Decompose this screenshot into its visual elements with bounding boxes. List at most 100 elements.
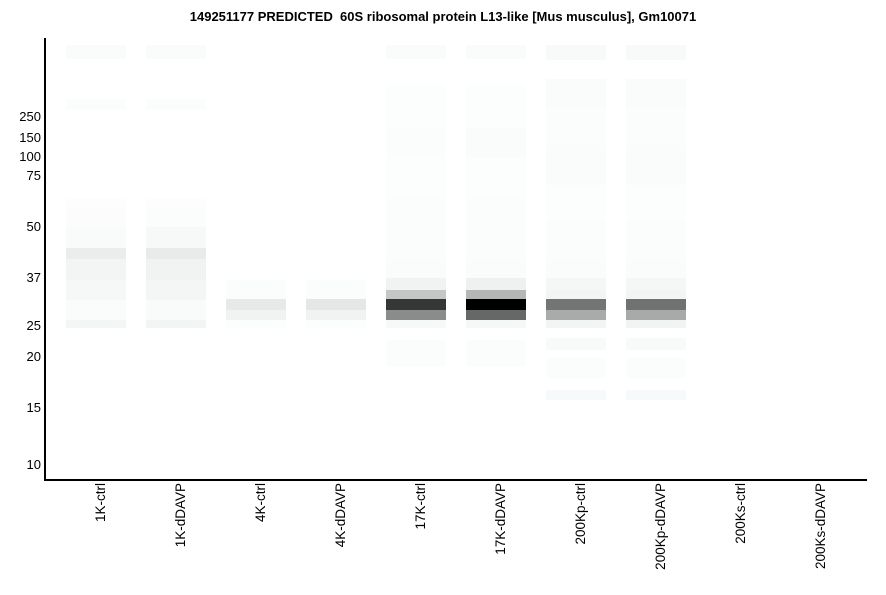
x-axis-line	[44, 479, 867, 481]
gel-band	[386, 290, 446, 299]
gel-band	[386, 258, 446, 278]
gel-band	[626, 299, 686, 310]
gel-band	[66, 198, 126, 207]
gel-band	[466, 290, 526, 299]
gel-band	[546, 278, 606, 290]
y-tick-label: 15	[26, 400, 41, 415]
x-axis-label-200Ks-ctrl: 200Ks-ctrl	[732, 483, 748, 544]
gel-band	[466, 45, 526, 59]
gel-band	[626, 185, 686, 220]
gel-band	[466, 128, 526, 158]
figure-title: 149251177 PREDICTED 60S ribosomal protei…	[189, 9, 697, 24]
gel-band	[546, 320, 606, 328]
y-tick-label: 10	[26, 457, 41, 472]
gel-band	[626, 220, 686, 258]
gel-band	[546, 45, 606, 60]
gel-band	[466, 158, 526, 198]
gel-band	[466, 85, 526, 128]
gel-band	[146, 259, 206, 280]
gel-band	[146, 320, 206, 328]
lane-17K-ctrl	[386, 0, 446, 595]
gel-band	[226, 299, 286, 310]
gel-band	[146, 248, 206, 259]
gel-band	[546, 390, 606, 400]
gel-band	[626, 278, 686, 290]
gel-band	[146, 207, 206, 227]
gel-band	[546, 258, 606, 278]
gel-band	[386, 45, 446, 59]
x-axis-label-200Kp-dDAVP: 200Kp-dDAVP	[652, 483, 668, 570]
gel-band	[66, 227, 126, 248]
gel-band	[546, 290, 606, 299]
y-tick-label: 100	[19, 149, 41, 164]
gel-band	[386, 310, 446, 320]
gel-band	[386, 278, 446, 290]
lane-200Kp-dDAVP	[626, 0, 686, 595]
gel-band	[146, 45, 206, 59]
y-tick-label: 250	[19, 109, 41, 124]
gel-band	[626, 338, 686, 350]
gel-band	[466, 340, 526, 367]
x-axis-label-4K-dDAVP: 4K-dDAVP	[332, 483, 348, 548]
gel-band	[386, 320, 446, 328]
gel-band	[546, 145, 606, 185]
y-tick-label: 50	[26, 219, 41, 234]
gel-band	[66, 320, 126, 328]
gel-band	[546, 79, 606, 109]
x-axis-label-200Kp-ctrl: 200Kp-ctrl	[572, 483, 588, 545]
gel-band	[386, 158, 446, 198]
gel-band	[466, 198, 526, 258]
y-tick-label: 150	[19, 130, 41, 145]
gel-band	[146, 280, 206, 300]
gel-band	[66, 259, 126, 280]
gel-band	[626, 310, 686, 320]
gel-band	[146, 300, 206, 320]
gel-band	[146, 227, 206, 248]
x-axis-label-1K-ctrl: 1K-ctrl	[92, 483, 108, 523]
lane-4K-ctrl	[226, 0, 286, 595]
lane-1K-ctrl	[66, 0, 126, 595]
gel-band	[626, 79, 686, 109]
gel-band	[626, 390, 686, 400]
y-tick-label: 37	[26, 270, 41, 285]
gel-band	[466, 278, 526, 290]
lane-200Kp-ctrl	[546, 0, 606, 595]
x-axis-label-200Ks-dDAVP: 200Ks-dDAVP	[812, 483, 828, 570]
gel-band	[466, 320, 526, 328]
gel-band	[626, 320, 686, 328]
gel-band	[386, 85, 446, 128]
gel-band	[466, 258, 526, 278]
x-axis-label-17K-dDAVP: 17K-dDAVP	[492, 483, 508, 555]
y-tick-label: 75	[26, 168, 41, 183]
gel-band	[546, 310, 606, 320]
gel-band	[546, 358, 606, 378]
gel-band	[626, 145, 686, 185]
gel-band	[66, 280, 126, 300]
gel-band	[546, 338, 606, 350]
gel-band	[546, 185, 606, 220]
gel-band	[226, 320, 286, 328]
gel-band	[306, 320, 366, 328]
gel-band	[146, 198, 206, 207]
lane-17K-dDAVP	[466, 0, 526, 595]
gel-band	[626, 290, 686, 299]
gel-band	[66, 300, 126, 320]
gel-band	[306, 299, 366, 310]
gel-band	[626, 109, 686, 145]
y-tick-label: 20	[26, 349, 41, 364]
gel-band	[226, 280, 286, 299]
gel-band	[66, 207, 126, 227]
x-axis-label-1K-dDAVP: 1K-dDAVP	[172, 483, 188, 548]
gel-band	[546, 109, 606, 145]
gel-band	[386, 198, 446, 258]
gel-band	[546, 299, 606, 310]
gel-band	[146, 99, 206, 110]
gel-band	[66, 99, 126, 110]
y-axis-line	[44, 38, 46, 481]
x-axis-label-17K-ctrl: 17K-ctrl	[412, 483, 428, 530]
gel-band	[386, 340, 446, 367]
gel-band	[466, 299, 526, 310]
lane-1K-dDAVP	[146, 0, 206, 595]
y-tick-label: 25	[26, 318, 41, 333]
